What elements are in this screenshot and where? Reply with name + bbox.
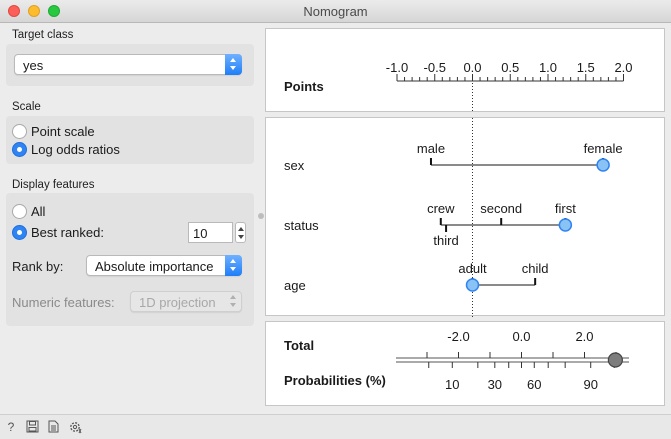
target-class-value: yes	[23, 58, 44, 73]
chevron-updown-icon	[225, 255, 242, 276]
spin-stepper-icon[interactable]	[235, 222, 246, 243]
feature-scales-chart: sex male female status crew third second first a…	[284, 118, 623, 317]
log-odds-ratios-label: Log odds ratios	[31, 142, 120, 157]
target-class-label: Target class	[12, 29, 74, 41]
display-features-label: Display features	[12, 179, 95, 191]
probability-tick-label: 10	[445, 377, 459, 392]
best-ranked-spinbox[interactable]: 10	[188, 222, 246, 243]
close-window-button[interactable]	[8, 5, 20, 17]
best-ranked-radio[interactable]: Best ranked:	[12, 224, 172, 242]
total-probabilities-chart: Total Probabilities (%) -2.0 0.0 2.0 10 30 60 90	[284, 329, 629, 392]
best-ranked-label: Best ranked:	[31, 225, 104, 240]
total-tick-label: -2.0	[447, 329, 469, 344]
help-icon[interactable]: ?	[7, 420, 15, 434]
best-ranked-input[interactable]: 10	[188, 222, 233, 243]
points-axis-chart: Points -1.0 -0.5 0.0 0.5 1.0 1.5 2.0	[284, 60, 633, 113]
total-label: Total	[284, 338, 314, 353]
total-tick-label: 2.0	[575, 329, 593, 344]
radio-selected-icon	[12, 142, 27, 157]
feature-name-sex: sex	[284, 158, 305, 173]
rank-by-combo[interactable]: Absolute importance	[86, 255, 242, 276]
chevron-updown-icon	[225, 54, 242, 75]
splitter-handle[interactable]	[258, 213, 264, 219]
feature-value-label: female	[584, 141, 623, 156]
title-bar: Nomogram	[0, 0, 671, 23]
feature-name-age: age	[284, 278, 306, 293]
save-icon[interactable]	[25, 420, 39, 434]
points-tick-label: -0.5	[424, 60, 446, 75]
maximize-window-button[interactable]	[48, 5, 60, 17]
feature-value-label: crew	[427, 201, 455, 216]
log-odds-ratios-radio[interactable]: Log odds ratios	[12, 141, 212, 159]
numeric-features-label: Numeric features:	[12, 295, 115, 310]
radio-icon	[12, 124, 27, 139]
window-title: Nomogram	[303, 4, 368, 19]
feature-value-label: second	[480, 201, 522, 216]
all-features-label: All	[31, 204, 46, 219]
scale-group	[6, 116, 254, 164]
probability-tick-label: 60	[527, 377, 541, 392]
feature-marker-status[interactable]	[558, 218, 573, 232]
total-marker	[607, 352, 623, 368]
feature-name-status: status	[284, 218, 319, 233]
points-tick-label: 2.0	[614, 60, 632, 75]
all-features-radio[interactable]: All	[12, 203, 112, 221]
probability-tick-label: 90	[583, 377, 597, 392]
total-panel: Total Probabilities (%) -2.0 0.0 2.0 10 30 60 90	[265, 321, 665, 406]
point-scale-label: Point scale	[31, 124, 95, 139]
features-panel: sex male female status crew third second first a…	[265, 117, 665, 317]
probabilities-label: Probabilities (%)	[284, 373, 386, 388]
point-scale-radio[interactable]: Point scale	[12, 123, 212, 141]
feature-value-label: first	[555, 201, 576, 216]
feature-value-label: male	[417, 141, 445, 156]
feature-marker-sex[interactable]	[596, 158, 610, 172]
target-class-combo[interactable]: yes	[14, 54, 242, 75]
feature-marker-age[interactable]	[465, 278, 480, 292]
report-icon[interactable]	[46, 420, 60, 434]
points-panel: Points -1.0 -0.5 0.0 0.5 1.0 1.5 2.0	[265, 28, 665, 113]
feature-value-label: child	[522, 261, 549, 276]
points-tick-label: -1.0	[386, 60, 408, 75]
points-tick-label: 0.0	[463, 60, 481, 75]
best-ranked-value: 10	[193, 226, 208, 241]
rank-by-value: Absolute importance	[95, 259, 214, 274]
probability-tick-label: 30	[488, 377, 502, 392]
minimize-window-button[interactable]	[28, 5, 40, 17]
radio-selected-icon	[12, 225, 27, 240]
chevron-updown-icon	[225, 291, 242, 312]
bottom-toolbar: ?	[0, 414, 671, 439]
radio-icon	[12, 204, 27, 219]
feature-value-label: third	[433, 233, 458, 248]
points-axis-label: Points	[284, 79, 324, 94]
feature-value-label: adult	[458, 261, 487, 276]
target-class-group: yes	[6, 44, 254, 86]
points-tick-label: 1.0	[539, 60, 557, 75]
numeric-features-value: 1D projection	[139, 295, 216, 310]
total-tick-label: 0.0	[512, 329, 530, 344]
scale-label: Scale	[12, 101, 41, 113]
settings-icon[interactable]	[67, 420, 85, 434]
points-tick-label: 1.5	[577, 60, 595, 75]
rank-by-label: Rank by:	[12, 259, 64, 274]
points-tick-label: 0.5	[501, 60, 519, 75]
numeric-features-combo[interactable]: 1D projection	[130, 291, 242, 312]
